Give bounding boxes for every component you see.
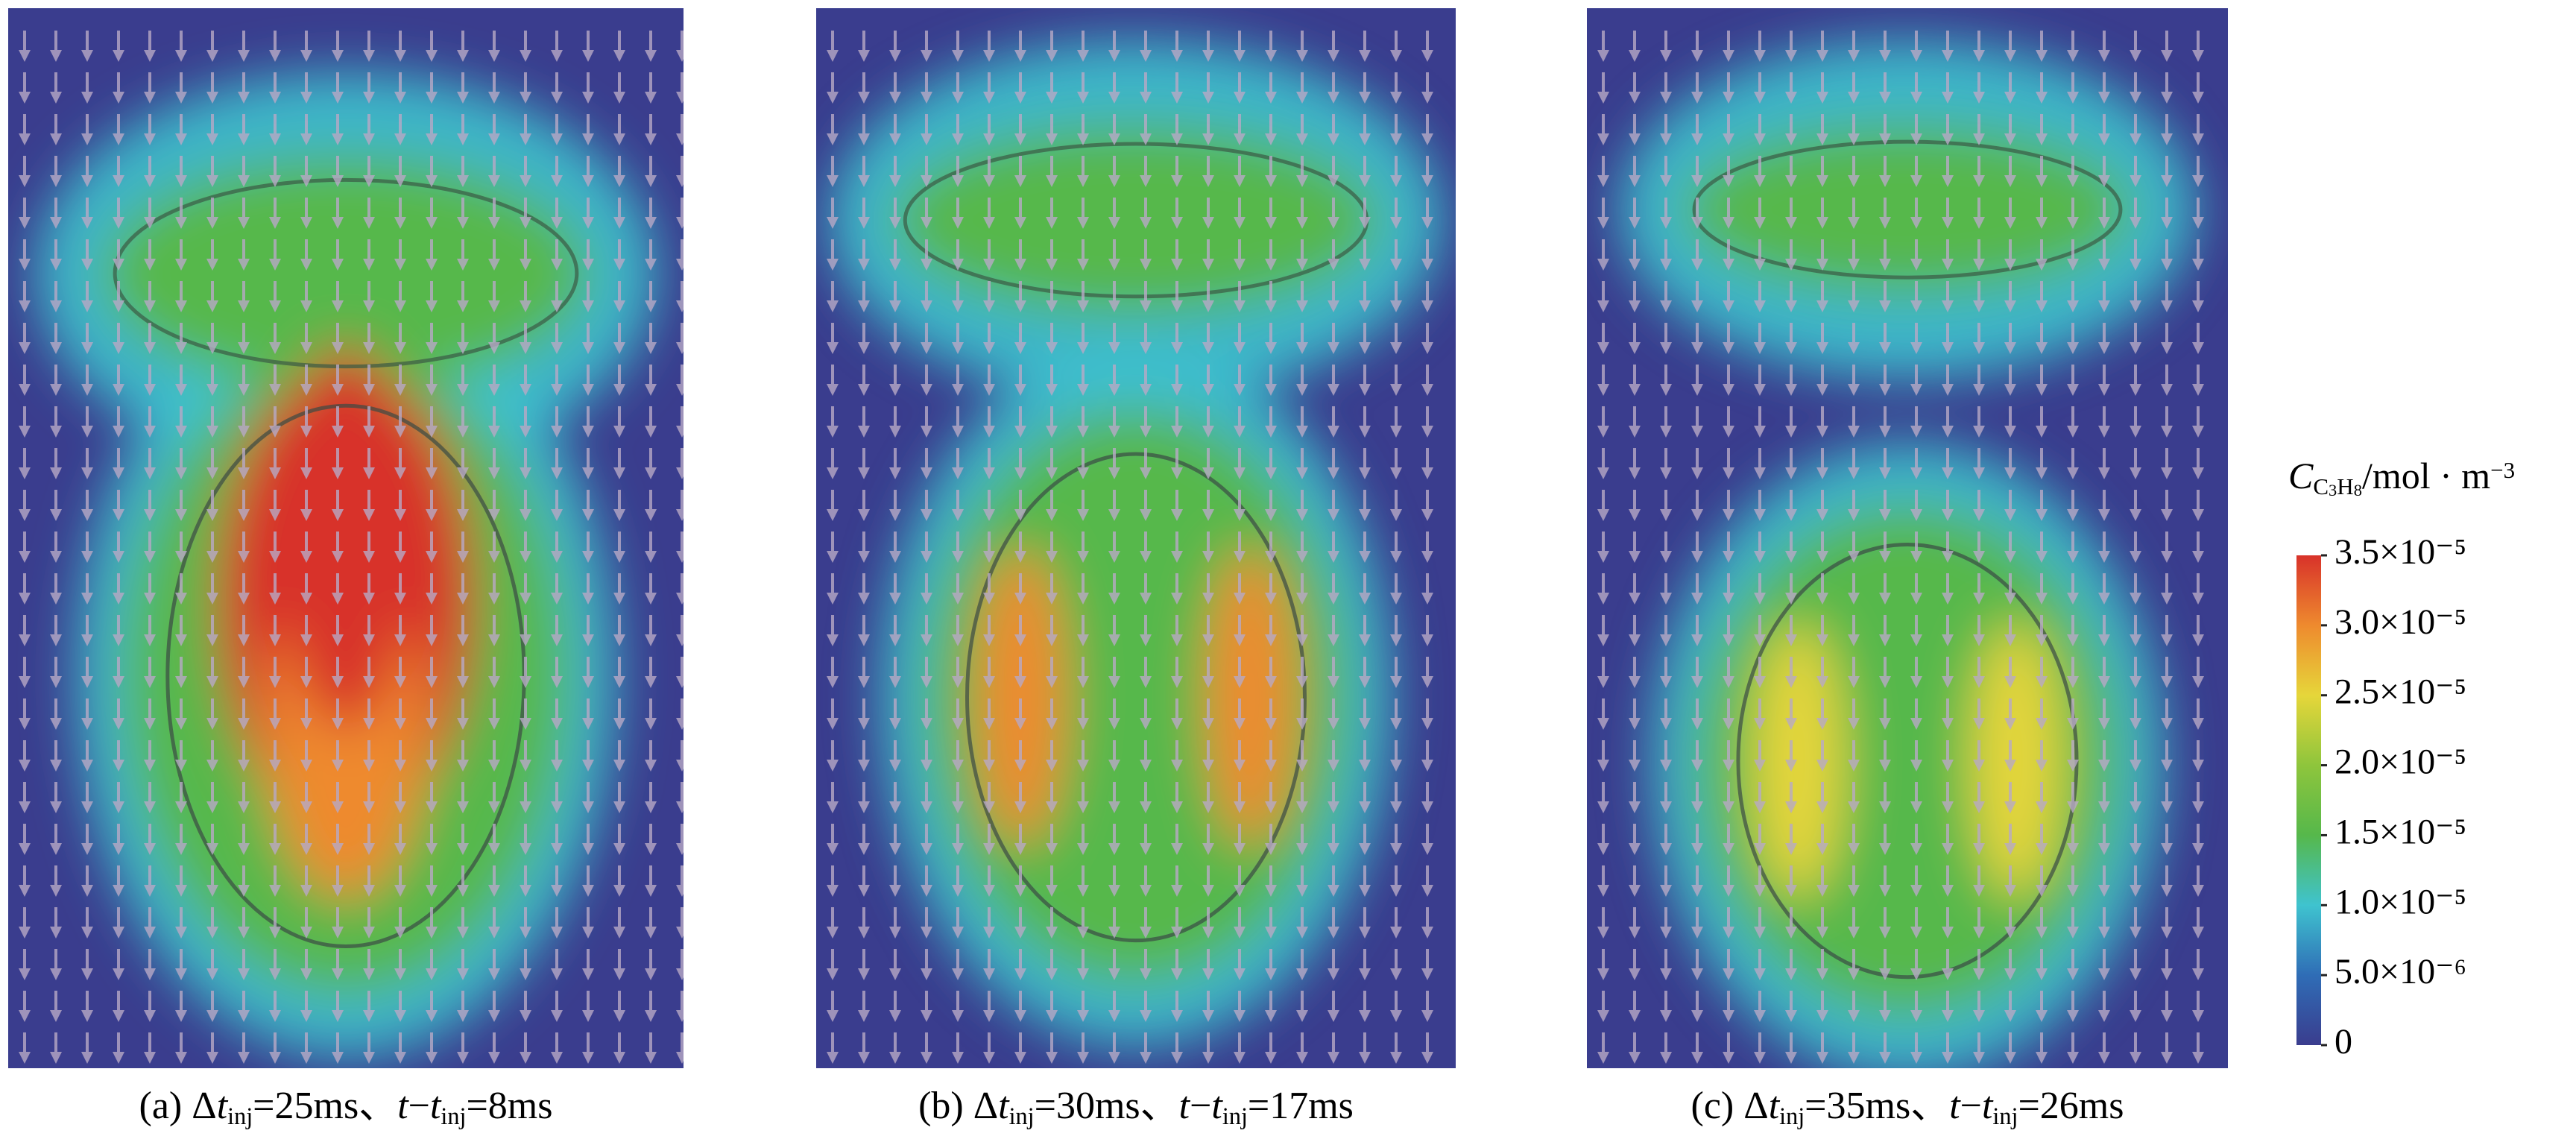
colorbar-tick-label: 3.5×10⁻⁵	[2334, 532, 2466, 572]
text-run: t	[1179, 1085, 1191, 1127]
text-run: =25ms、	[253, 1085, 397, 1127]
text-run: inj	[1222, 1103, 1248, 1129]
text-run: −	[1960, 1085, 1982, 1127]
text-run: t	[1211, 1085, 1223, 1127]
text-run: =30ms、	[1035, 1085, 1179, 1127]
colorbar-tick-label: 2.0×10⁻⁵	[2334, 742, 2466, 782]
colorbar-tick-label: 0	[2334, 1022, 2352, 1062]
cap-region	[892, 124, 1380, 316]
velocity-arrows	[19, 31, 684, 1064]
text-run: −	[1190, 1085, 1211, 1127]
text-run: t	[397, 1085, 409, 1127]
text-run: C	[2313, 473, 2329, 499]
contour-panel	[816, 8, 1456, 1068]
hot-region	[278, 347, 414, 729]
text-run: inj	[1009, 1103, 1035, 1129]
text-run: inj	[1779, 1103, 1805, 1129]
text-run: t	[217, 1085, 229, 1127]
text-run: (a) Δ	[139, 1085, 217, 1127]
text-run: =26ms	[2018, 1085, 2124, 1127]
panel-caption: (b) Δtinj=30ms、t−tinj=17ms	[918, 1085, 1354, 1129]
panel-caption: (c) Δtinj=35ms、t−tinj=26ms	[1691, 1085, 2124, 1129]
hot-region	[1206, 549, 1296, 846]
cap-region	[102, 157, 590, 390]
colorbar	[2296, 555, 2321, 1045]
text-run: −3	[2490, 457, 2515, 483]
text-run: 8	[2354, 481, 2362, 499]
contour-line	[1692, 139, 2123, 280]
text-run: t	[998, 1085, 1010, 1127]
contour-panel	[1587, 8, 2228, 1068]
text-run: t	[1949, 1085, 1961, 1127]
text-run: C	[2288, 455, 2314, 496]
hot-region	[1972, 622, 2062, 899]
text-run: =35ms、	[1805, 1085, 1949, 1127]
text-run: t	[1769, 1085, 1781, 1127]
text-run: /mol · m	[2362, 455, 2490, 496]
hot-region	[1753, 622, 1843, 899]
panel-caption: (a) Δtinj=25ms、t−tinj=8ms	[139, 1085, 553, 1129]
text-run: t	[1982, 1085, 1994, 1127]
velocity-arrows	[827, 31, 1433, 1064]
contour-panel	[8, 8, 684, 1068]
concentration-field	[1597, 31, 2204, 1068]
text-run: inj	[441, 1103, 466, 1129]
colorbar-tick-label: 1.5×10⁻⁵	[2334, 812, 2466, 851]
text-run: inj	[1992, 1103, 2018, 1129]
contour-line	[113, 177, 579, 369]
text-run: −	[408, 1085, 430, 1127]
text-run: H	[2337, 473, 2353, 499]
velocity-arrows	[1597, 31, 2204, 1064]
colorbar-tick-label: 2.5×10⁻⁵	[2334, 672, 2466, 712]
text-run: (b) Δ	[918, 1085, 998, 1127]
text-run: (c) Δ	[1691, 1085, 1769, 1127]
text-run: t	[430, 1085, 442, 1127]
concentration-field	[19, 31, 684, 1064]
colorbar-tick-label: 5.0×10⁻⁶	[2334, 952, 2466, 991]
text-run: =8ms	[466, 1085, 552, 1127]
colorbar-tick-label: 1.0×10⁻⁵	[2334, 882, 2466, 921]
concentration-field	[827, 31, 1443, 1064]
hot-region	[976, 549, 1066, 846]
contour-line	[965, 452, 1307, 943]
text-run: 3	[2329, 481, 2337, 499]
colorbar-tick-label: 3.0×10⁻⁵	[2334, 602, 2466, 642]
cap-region	[1683, 124, 2132, 294]
colorbar-title: CC3H8/mol · m−3	[2288, 455, 2515, 499]
text-run: =17ms	[1248, 1085, 1354, 1127]
text-run: inj	[227, 1103, 253, 1129]
